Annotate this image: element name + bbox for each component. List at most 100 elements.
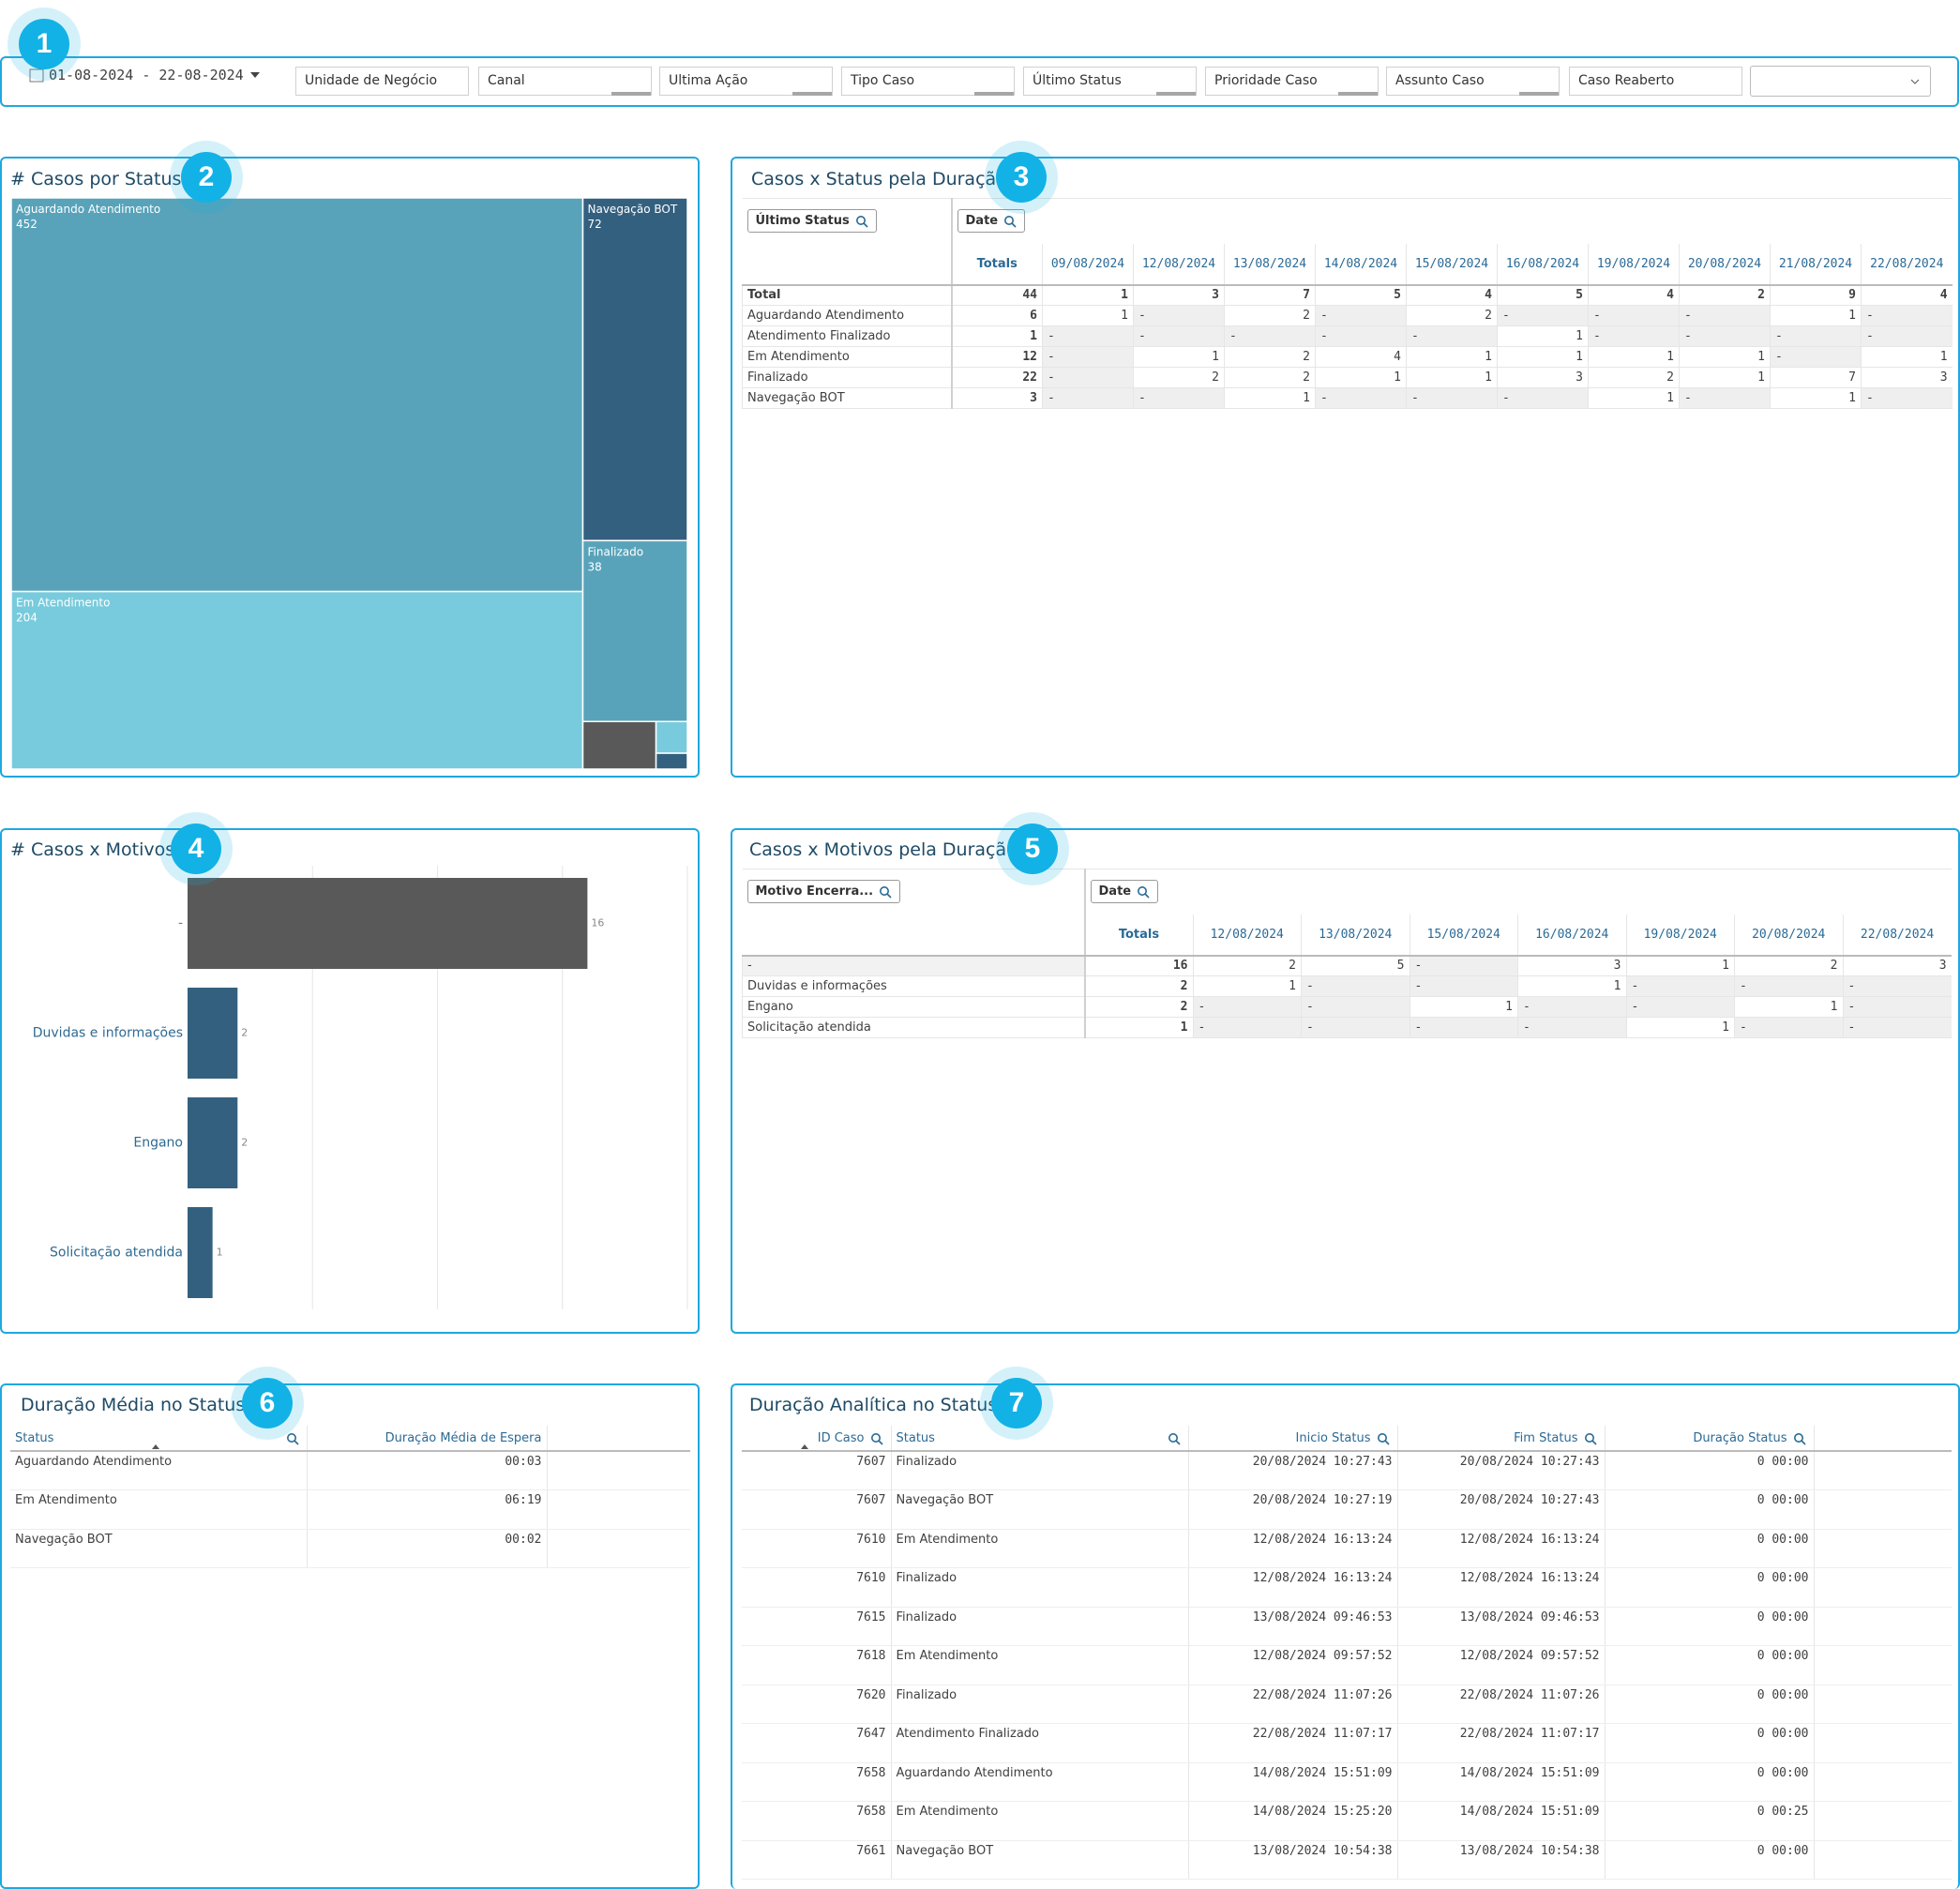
- filter-box[interactable]: Assunto Caso: [1386, 67, 1560, 96]
- pivot-status-panel: Casos x Status pela Duração: [731, 157, 1960, 778]
- search-icon[interactable]: [870, 1432, 883, 1445]
- filter-box[interactable]: Ultima Ação: [659, 67, 833, 96]
- pivot-cell: 1: [1497, 325, 1589, 347]
- table-cell: 12/08/2024 16:13:24: [1188, 1567, 1398, 1608]
- search-icon[interactable]: [1377, 1432, 1390, 1445]
- filter-box[interactable]: Tipo Caso: [841, 67, 1015, 96]
- column-header: 16/08/2024: [1517, 914, 1626, 957]
- table-cell: 0 00:00: [1605, 1685, 1815, 1724]
- filler-cell: [1814, 1567, 1952, 1608]
- dropdown[interactable]: [1750, 66, 1931, 97]
- treemap-value: 204: [16, 612, 38, 625]
- table-cell: 14/08/2024 15:25:20: [1188, 1801, 1398, 1841]
- date-range-picker[interactable]: 01-08-2024 - 22-08-2024: [28, 67, 263, 83]
- filter-box[interactable]: Último Status: [1023, 67, 1197, 96]
- pivot-cell: -: [1497, 305, 1589, 326]
- treemap-cell: [581, 539, 688, 723]
- data-row: -16 2 5-3 1 2 3: [742, 955, 1952, 976]
- data-row: 7618 Em Atendimento 12/08/2024 09:57:52 12/…: [742, 1645, 1952, 1685]
- field-button[interactable]: Date: [1090, 880, 1159, 904]
- data-table: Status Duração Média de Espera Aguardando …: [10, 1426, 690, 1568]
- row-header: Finalizado: [742, 367, 953, 388]
- header-row: Totals 09/08/2024 12/08/2024 13/08/2024 14/0…: [742, 243, 1952, 286]
- pivot-cell: 3: [1517, 955, 1626, 976]
- badge: 1: [19, 19, 69, 69]
- filter-box[interactable]: Unidade de Negócio: [295, 67, 469, 96]
- column-header: Fim Status: [1397, 1426, 1606, 1452]
- field-row: Último Status Date: [742, 198, 1952, 244]
- pivot-cell: 4: [1860, 284, 1952, 306]
- row-header: Em Atendimento: [742, 346, 953, 368]
- column-header: Inicio Status: [1188, 1426, 1398, 1452]
- pivot-cell: 2: [1224, 346, 1316, 368]
- sort-arrow: [152, 1444, 159, 1449]
- treemap-cell: [655, 720, 688, 754]
- filter-label: Tipo Caso: [851, 73, 915, 88]
- pivot-cell: 12: [951, 346, 1043, 368]
- data-row: 7658 Aguardando Atendimento 14/08/2024 15:…: [742, 1762, 1952, 1802]
- pivot-cell: 5: [1315, 284, 1407, 306]
- badge: 6: [242, 1378, 293, 1428]
- filter-indicator: [1156, 92, 1196, 96]
- pivot-cell: -: [1588, 305, 1680, 326]
- table-cell: Finalizado: [891, 1451, 1189, 1490]
- treemap-label: Aguardando Atendimento: [16, 203, 160, 216]
- pivot-cell: 3: [1497, 367, 1589, 388]
- header-row: Totals 12/08/2024 13/08/2024 15/08/2024 16/0…: [742, 914, 1952, 957]
- column-field-cell: Date: [952, 199, 1952, 244]
- search-icon[interactable]: [1793, 1432, 1806, 1445]
- header-label: Status: [896, 1430, 935, 1445]
- table-cell: 0 00:00: [1605, 1567, 1815, 1608]
- pivot-cell: -: [1517, 1017, 1626, 1038]
- table-cell: 0 00:00: [1605, 1529, 1815, 1568]
- search-handle: [1383, 1440, 1390, 1445]
- filter-box[interactable]: Prioridade Caso: [1205, 67, 1379, 96]
- bar: [188, 988, 238, 1079]
- field-label: Motivo Encerra...: [755, 884, 874, 899]
- pivot-cell: 2: [1133, 367, 1225, 388]
- pivot-cell: 4: [1406, 284, 1498, 306]
- pivot-cell: -: [1860, 305, 1952, 326]
- pivot-cell: 2: [1588, 367, 1680, 388]
- data-row: 7610 Finalizado 12/08/2024 16:13:24 12/08/2…: [742, 1567, 1952, 1608]
- pivot-cell: -: [1301, 996, 1410, 1018]
- search-handle: [1011, 222, 1017, 228]
- filter-box[interactable]: Canal: [478, 67, 652, 96]
- filler-cell: [1814, 1451, 1952, 1490]
- pivot-cell: -: [1315, 387, 1407, 409]
- field-button[interactable]: Último Status: [746, 209, 877, 234]
- column-header: Duração Status: [1605, 1426, 1815, 1452]
- pivot-cell: 6: [951, 305, 1043, 326]
- pivot-cell: -: [1133, 325, 1225, 347]
- search-icon: [880, 885, 892, 899]
- search-icon[interactable]: [286, 1432, 299, 1445]
- pivot-cell: 1: [1042, 284, 1134, 306]
- row-header: Navegação BOT: [742, 387, 953, 409]
- treemap-cell: [581, 720, 657, 770]
- row-field-cell: Motivo Encerra...: [742, 869, 1086, 914]
- sort-indicator: [152, 1444, 159, 1449]
- pivot-cell: 1: [1497, 346, 1589, 368]
- column-header: 13/08/2024: [1224, 243, 1316, 286]
- search-icon[interactable]: [1584, 1432, 1597, 1445]
- pivot-cell: -: [1406, 325, 1498, 347]
- header-label: Duração Média de Espera: [384, 1430, 542, 1445]
- pivot-cell: -: [1042, 367, 1134, 388]
- pivot-cell: 7: [1224, 284, 1316, 306]
- field-button[interactable]: Motivo Encerra...: [746, 880, 901, 904]
- pivot-cell: 1: [1406, 346, 1498, 368]
- table-cell: Aguardando Atendimento: [891, 1762, 1189, 1802]
- table-cell: Em Atendimento: [891, 1801, 1189, 1841]
- pivot-cell: -: [1517, 996, 1626, 1018]
- table-cell: 0 00:00: [1605, 1645, 1815, 1685]
- field-button[interactable]: Date: [957, 209, 1026, 234]
- pivot-cell: 1: [1625, 955, 1735, 976]
- pivot-cell: 16: [1084, 955, 1193, 976]
- table-cell: 7661: [742, 1840, 892, 1880]
- column-header: 12/08/2024: [1133, 243, 1225, 286]
- pivot-cell: -: [1679, 387, 1771, 409]
- search-lens: [1138, 885, 1148, 896]
- filter-box[interactable]: Caso Reaberto: [1569, 67, 1742, 96]
- data-row: Solicitação atendida 1- - - -1- -: [742, 1017, 1952, 1038]
- search-icon[interactable]: [1168, 1432, 1181, 1445]
